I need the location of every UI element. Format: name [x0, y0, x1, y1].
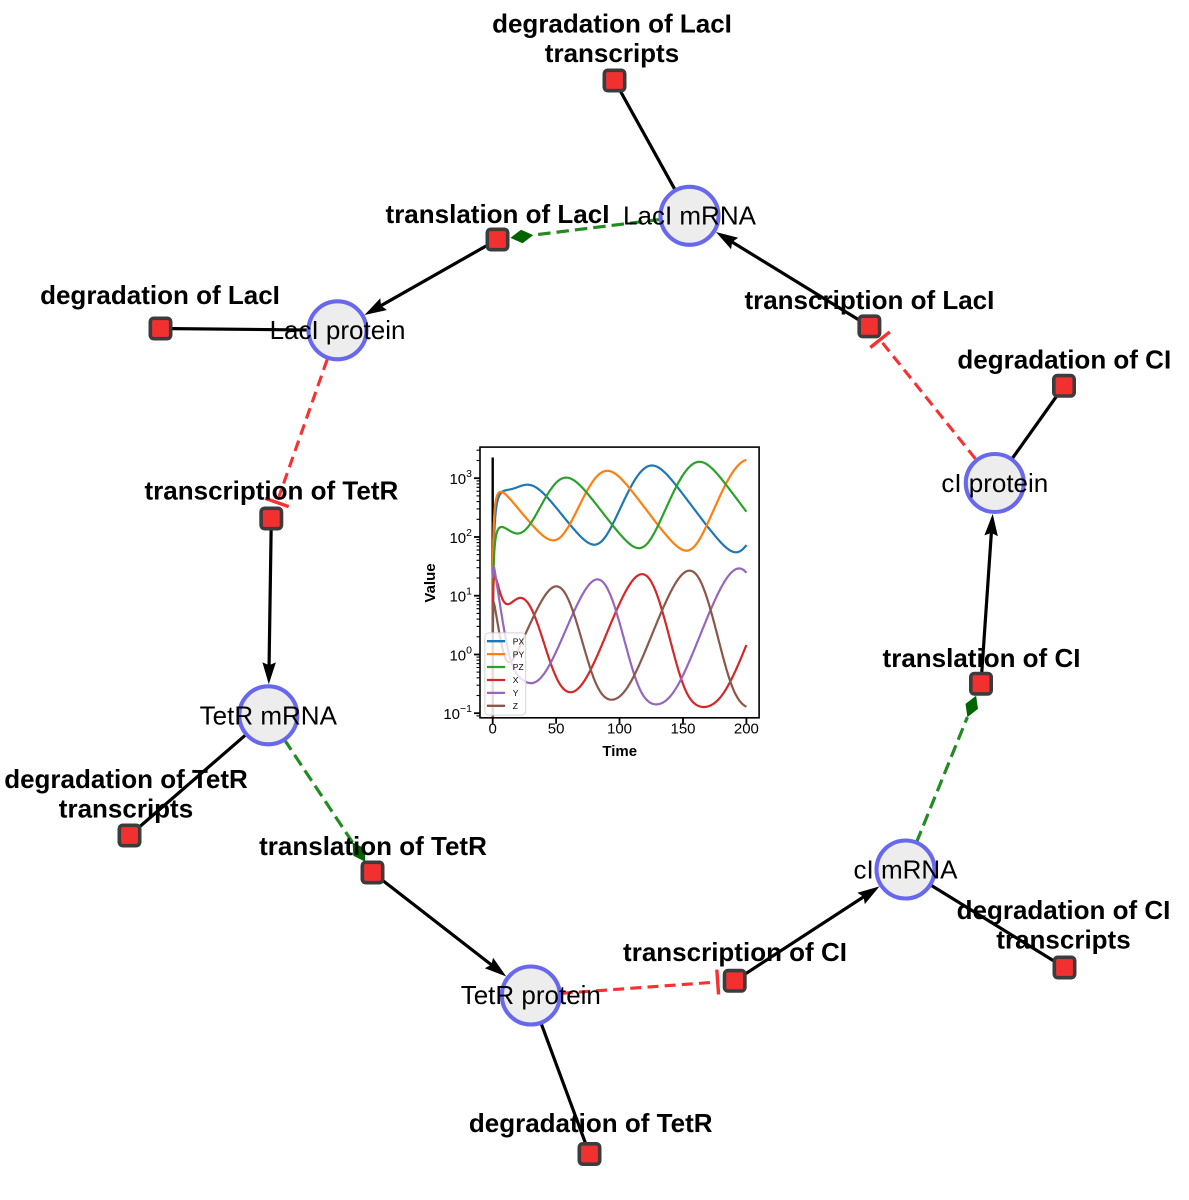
svg-text:translation of LacI: translation of LacI	[386, 199, 610, 229]
svg-text:LacI mRNA: LacI mRNA	[623, 201, 757, 231]
svg-text:100: 100	[449, 645, 472, 665]
svg-text:TetR mRNA: TetR mRNA	[200, 701, 338, 731]
svg-text:degradation of LacI: degradation of LacI	[40, 280, 280, 310]
svg-text:degradation of CI: degradation of CI	[957, 345, 1171, 375]
svg-text:50: 50	[548, 721, 565, 738]
svg-text:PX: PX	[513, 636, 525, 646]
svg-text:transcription of LacI: transcription of LacI	[744, 285, 994, 315]
svg-text:LacI protein: LacI protein	[270, 315, 406, 345]
svg-text:translation of TetR: translation of TetR	[259, 831, 487, 861]
svg-text:100: 100	[607, 721, 632, 738]
svg-text:transcripts: transcripts	[996, 925, 1130, 955]
svg-text:transcription of CI: transcription of CI	[623, 937, 847, 967]
svg-text:transcripts: transcripts	[545, 38, 679, 68]
svg-text:0: 0	[489, 721, 497, 738]
svg-text:degradation of TetR: degradation of TetR	[4, 764, 248, 794]
svg-text:Time: Time	[602, 743, 637, 760]
svg-text:PZ: PZ	[513, 662, 524, 672]
svg-text:150: 150	[670, 721, 695, 738]
svg-text:X: X	[513, 675, 519, 685]
svg-text:Y: Y	[513, 688, 519, 698]
svg-text:transcription of TetR: transcription of TetR	[145, 476, 399, 506]
svg-text:cI protein: cI protein	[941, 468, 1048, 498]
svg-text:degradation of TetR: degradation of TetR	[469, 1108, 713, 1138]
svg-text:102: 102	[449, 527, 472, 547]
svg-text:103: 103	[449, 468, 472, 488]
svg-text:degradation of CI: degradation of CI	[957, 895, 1171, 925]
svg-text:degradation of LacI: degradation of LacI	[492, 9, 732, 39]
svg-text:Value: Value	[422, 563, 439, 602]
svg-text:translation of CI: translation of CI	[883, 643, 1081, 673]
svg-text:transcripts: transcripts	[59, 794, 193, 824]
svg-text:200: 200	[734, 721, 759, 738]
svg-text:PY: PY	[513, 649, 525, 659]
svg-text:101: 101	[449, 586, 472, 606]
svg-text:10−1: 10−1	[443, 703, 472, 723]
svg-text:cI mRNA: cI mRNA	[854, 855, 959, 885]
svg-text:Z: Z	[513, 701, 518, 711]
svg-text:TetR protein: TetR protein	[461, 980, 601, 1010]
